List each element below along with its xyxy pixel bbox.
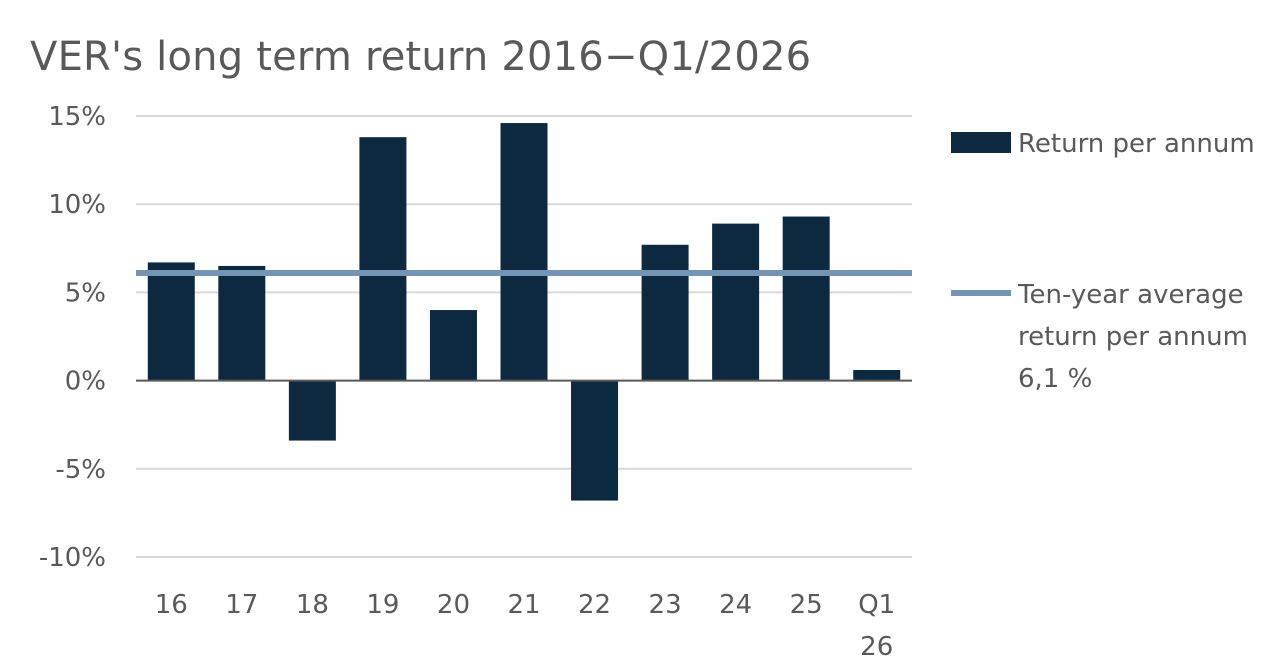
legend-swatch-bar [951, 132, 1011, 153]
y-tick-label: -5% [55, 455, 106, 485]
bar [218, 265, 266, 381]
chart-title: VER's long term return 2016−Q1/2026 [30, 34, 812, 80]
legend-label-return: Return per annum [1018, 129, 1255, 159]
bar [782, 216, 830, 381]
x-tick-label: 21 [507, 590, 540, 620]
x-axis-labels: 16 17 18 19 20 21 22 23 24 25 Q1 26 [155, 590, 896, 662]
x-tick-label: 26 [860, 632, 893, 662]
x-tick-label: 23 [649, 590, 682, 620]
bar [712, 223, 760, 381]
y-tick-label: 0% [65, 367, 106, 397]
x-tick-label: 18 [296, 590, 329, 620]
bar [429, 310, 477, 381]
bar [147, 262, 195, 381]
x-tick-label: 19 [366, 590, 399, 620]
bar [500, 123, 548, 381]
y-tick-label: 10% [48, 190, 106, 220]
bars [147, 123, 901, 501]
y-tick-label: -10% [39, 543, 106, 573]
x-tick-label: 25 [790, 590, 823, 620]
legend: Return per annum Ten-year average return p… [951, 129, 1255, 394]
x-tick-label: 17 [225, 590, 258, 620]
x-tick-label: 22 [578, 590, 611, 620]
bar [641, 244, 689, 381]
legend-label-average: Ten-year average [1017, 280, 1244, 310]
bar [571, 380, 619, 501]
y-tick-label: 5% [65, 278, 106, 308]
legend-label-average: 6,1 % [1018, 364, 1092, 394]
legend-label-average: return per annum [1018, 322, 1248, 352]
y-tick-label: 15% [48, 102, 106, 132]
bar [853, 370, 901, 381]
y-axis-labels: 15% 10% 5% 0% -5% -10% [39, 102, 106, 573]
x-tick-label: Q1 [858, 590, 895, 620]
x-tick-label: 20 [437, 590, 470, 620]
x-tick-label: 16 [155, 590, 188, 620]
x-tick-label: 24 [719, 590, 752, 620]
bar [288, 380, 336, 441]
bar [359, 137, 407, 381]
